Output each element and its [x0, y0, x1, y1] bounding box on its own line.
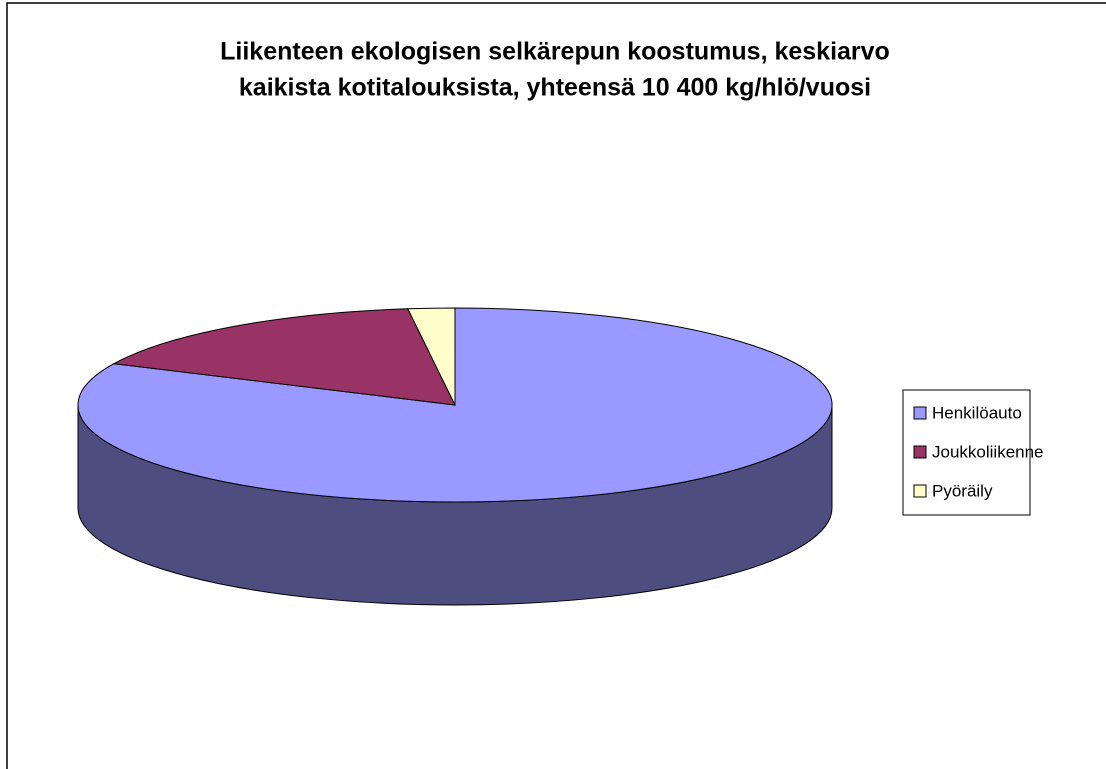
pie — [77, 307, 833, 606]
pie-slice — [406, 307, 456, 406]
legend-label: Pyöräily — [932, 481, 993, 500]
legend-label: Joukkoliikenne — [932, 442, 1044, 461]
chart-title: Liikenteen ekologisen selkärepun koostum… — [220, 38, 890, 66]
legend: Henkilöauto Joukkoliikenne Pyöräily — [913, 403, 1044, 500]
chart-title: kaikista kotitalouksista, yhteensä 10 40… — [239, 74, 871, 102]
legend-swatch — [913, 445, 927, 459]
legend-swatch — [913, 406, 927, 420]
legend-swatch — [913, 484, 927, 498]
pie-slice — [112, 308, 456, 406]
legend-label: Henkilöauto — [932, 403, 1022, 422]
